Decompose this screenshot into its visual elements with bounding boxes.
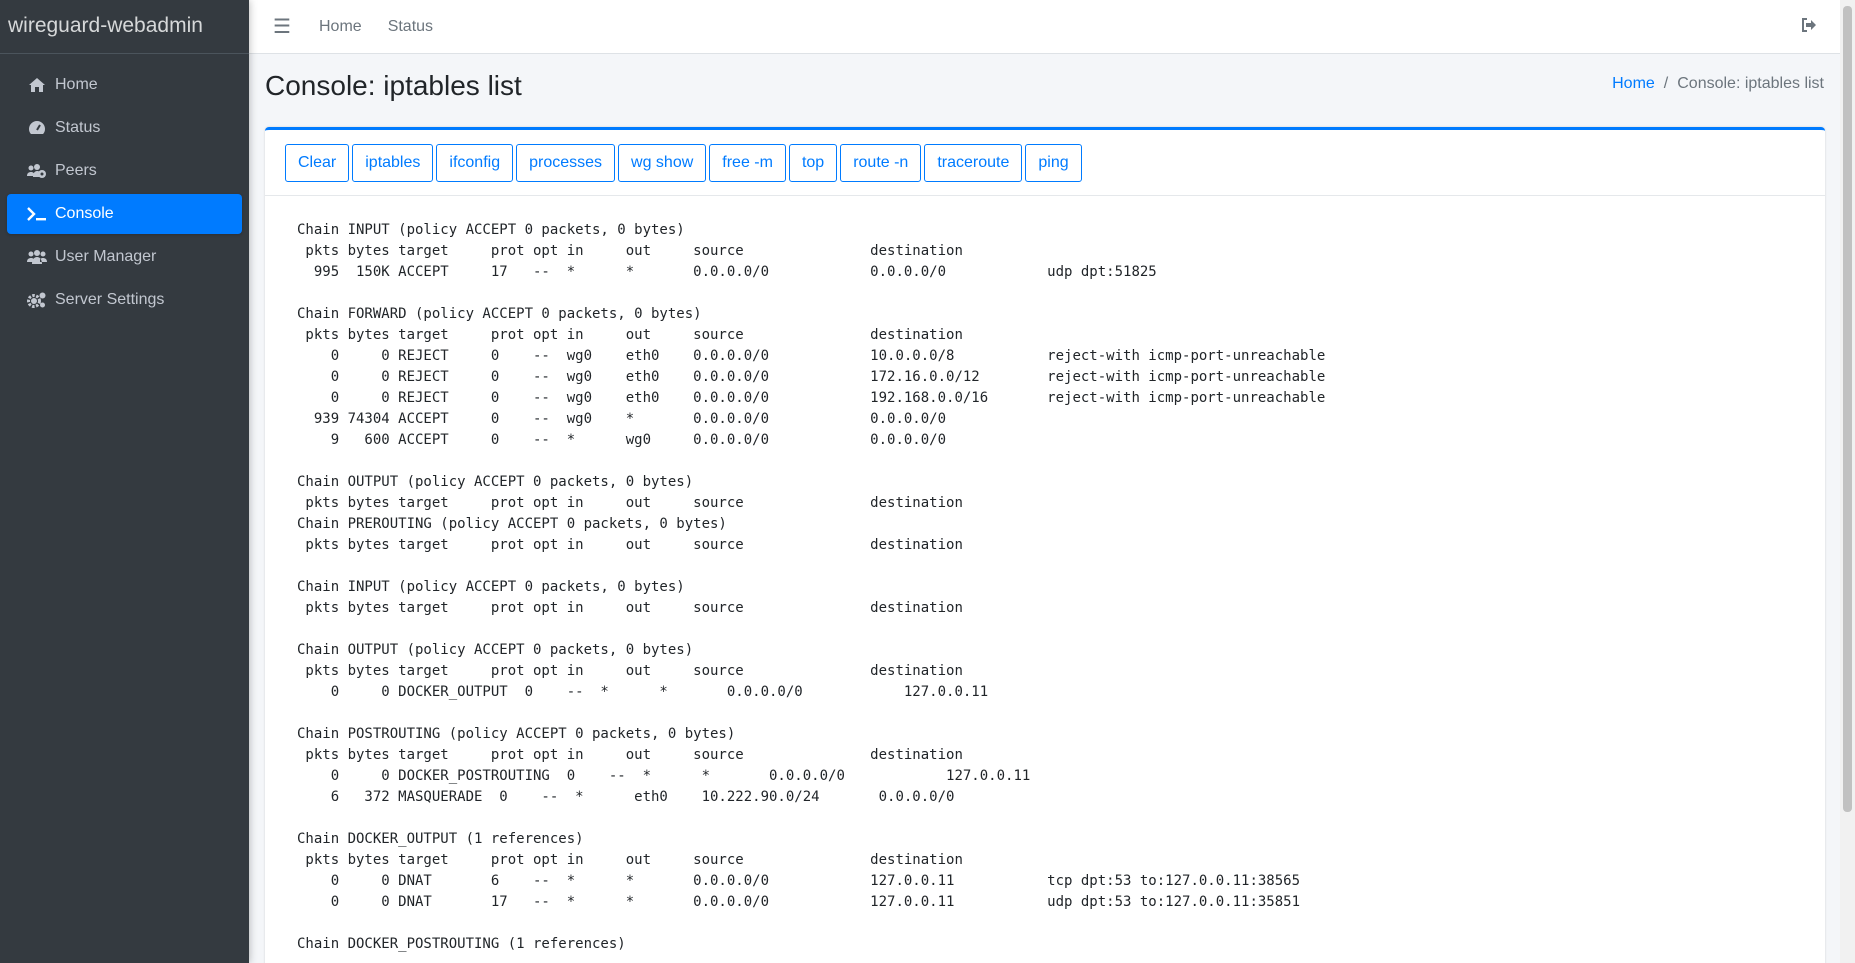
wg-show-button[interactable]: wg show	[618, 144, 707, 182]
console-line: Chain INPUT (policy ACCEPT 0 packets, 0 …	[297, 579, 685, 595]
breadcrumb-current: Console: iptables list	[1677, 75, 1824, 92]
sidebar-item-status[interactable]: Status	[7, 108, 242, 148]
nav-link-home[interactable]: Home	[319, 17, 362, 35]
console-line: pkts bytes target prot opt in out source…	[297, 663, 963, 679]
free-m-button[interactable]: free -m	[709, 144, 786, 182]
console-line	[297, 703, 1825, 724]
sidebar-item-label: Status	[55, 119, 101, 136]
nav-link-status[interactable]: Status	[387, 17, 434, 35]
console-line: 0 0 DOCKER_OUTPUT 0 -- * * 0.0.0.0/0 127…	[297, 684, 989, 700]
console-line: pkts bytes target prot opt in out source…	[297, 327, 963, 343]
top-navbar: ☰ Home Status	[249, 0, 1855, 54]
sidebar-item-label: Server Settings	[55, 291, 165, 308]
top-button[interactable]: top	[788, 144, 838, 182]
console-line: pkts bytes target prot opt in out source…	[297, 600, 963, 616]
console-line: 939 74304 ACCEPT 0 -- wg0 * 0.0.0.0/0 0.…	[297, 411, 947, 427]
tachometer-icon	[25, 120, 49, 136]
console-output: Chain INPUT (policy ACCEPT 0 packets, 0 …	[265, 196, 1825, 955]
traceroute-button[interactable]: traceroute	[924, 144, 1023, 182]
sidebar-item-label: Console	[55, 205, 114, 222]
breadcrumb: Home / Console: iptables list	[1612, 75, 1824, 93]
console-line: 0 0 DOCKER_POSTROUTING 0 -- * * 0.0.0.0/…	[297, 768, 1031, 784]
sidebar-item-home[interactable]: Home	[7, 65, 242, 105]
terminal-icon	[25, 206, 49, 222]
console-line: Chain INPUT (policy ACCEPT 0 packets, 0 …	[297, 222, 685, 238]
console-line: 0 0 DNAT 6 -- * * 0.0.0.0/0 127.0.0.11 t…	[297, 873, 1301, 889]
console-line	[297, 283, 1825, 304]
sidebar-item-label: User Manager	[55, 248, 157, 265]
users-cog-icon	[25, 163, 49, 179]
console-line: Chain DOCKER_OUTPUT (1 references)	[297, 831, 584, 847]
clear-button[interactable]: Clear	[285, 144, 350, 182]
console-line	[297, 451, 1825, 472]
brand-link[interactable]: wireguard-webadmin	[0, 0, 249, 54]
console-line	[297, 619, 1825, 640]
console-line	[297, 913, 1825, 934]
cogs-icon	[25, 291, 49, 309]
sidebar: wireguard-webadmin Home Status Peers Con…	[0, 0, 249, 963]
iptables-button[interactable]: iptables	[352, 144, 434, 182]
console-line: Chain OUTPUT (policy ACCEPT 0 packets, 0…	[297, 474, 694, 490]
users-icon	[25, 249, 49, 265]
console-line: 995 150K ACCEPT 17 -- * * 0.0.0.0/0 0.0.…	[297, 264, 1157, 280]
console-line: Chain FORWARD (policy ACCEPT 0 packets, …	[297, 306, 702, 322]
sidebar-nav: Home Status Peers Console User Manager S…	[0, 54, 249, 320]
page-title: Console: iptables list	[265, 70, 522, 101]
console-line: pkts bytes target prot opt in out source…	[297, 852, 963, 868]
ifconfig-button[interactable]: ifconfig	[436, 144, 514, 182]
console-line: 0 0 REJECT 0 -- wg0 eth0 0.0.0.0/0 192.1…	[297, 390, 1326, 406]
sidebar-item-console[interactable]: Console	[7, 194, 242, 234]
console-line: pkts bytes target prot opt in out source…	[297, 537, 963, 553]
breadcrumb-separator: /	[1663, 75, 1669, 92]
hamburger-icon[interactable]: ☰	[273, 16, 291, 38]
breadcrumb-home[interactable]: Home	[1612, 75, 1655, 92]
sidebar-item-label: Home	[55, 76, 98, 93]
console-line: Chain OUTPUT (policy ACCEPT 0 packets, 0…	[297, 642, 694, 658]
sidebar-item-label: Peers	[55, 162, 97, 179]
sign-out-icon[interactable]	[1801, 16, 1817, 37]
console-line: 0 0 DNAT 17 -- * * 0.0.0.0/0 127.0.0.11 …	[297, 894, 1301, 910]
route-n-button[interactable]: route -n	[840, 144, 922, 182]
console-line: pkts bytes target prot opt in out source…	[297, 495, 963, 511]
console-line: Chain POSTROUTING (policy ACCEPT 0 packe…	[297, 726, 736, 742]
command-buttons: Clear iptables ifconfig processes wg sho…	[265, 130, 1825, 196]
console-line: 9 600 ACCEPT 0 -- * wg0 0.0.0.0/0 0.0.0.…	[297, 432, 947, 448]
console-card: Clear iptables ifconfig processes wg sho…	[265, 127, 1825, 963]
console-line: 6 372 MASQUERADE 0 -- * eth0 10.222.90.0…	[297, 789, 955, 805]
sidebar-item-peers[interactable]: Peers	[7, 151, 242, 191]
console-line: pkts bytes target prot opt in out source…	[297, 747, 963, 763]
console-line	[297, 808, 1825, 829]
sidebar-item-server-settings[interactable]: Server Settings	[7, 280, 242, 320]
page-scrollbar[interactable]	[1840, 0, 1855, 963]
console-line	[297, 556, 1825, 577]
processes-button[interactable]: processes	[516, 144, 616, 182]
console-line: pkts bytes target prot opt in out source…	[297, 243, 963, 259]
ping-button[interactable]: ping	[1025, 144, 1082, 182]
console-line: Chain PREROUTING (policy ACCEPT 0 packet…	[297, 516, 727, 532]
home-icon	[25, 77, 49, 93]
console-line: 0 0 REJECT 0 -- wg0 eth0 0.0.0.0/0 10.0.…	[297, 348, 1326, 364]
console-line: Chain DOCKER_POSTROUTING (1 references)	[297, 936, 626, 952]
sidebar-item-user-manager[interactable]: User Manager	[7, 237, 242, 277]
scrollbar-thumb[interactable]	[1843, 6, 1852, 812]
console-line: 0 0 REJECT 0 -- wg0 eth0 0.0.0.0/0 172.1…	[297, 369, 1326, 385]
